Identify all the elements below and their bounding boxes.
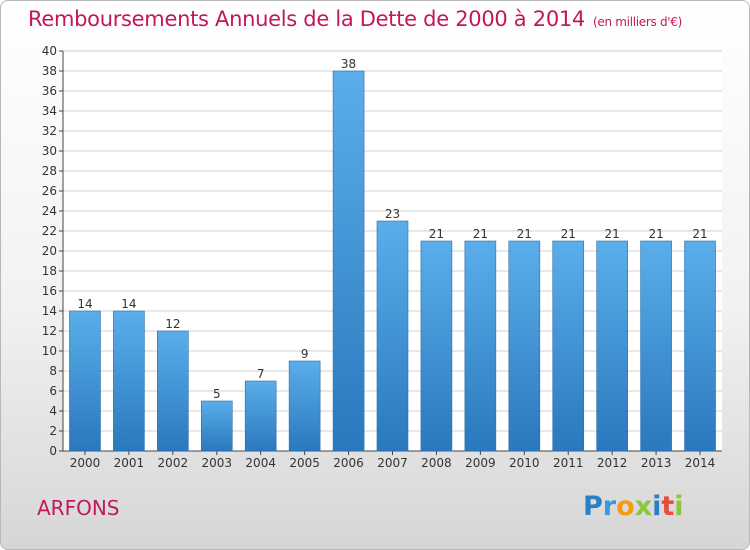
bar-2003 [200,400,233,452]
value-label-2004: 7 [257,367,265,381]
y-tick-label: 16 [42,284,57,298]
y-tick-label: 38 [42,64,57,78]
value-label-2009: 21 [473,227,488,241]
y-tick-label: 22 [42,224,57,238]
value-label-2005: 9 [301,347,309,361]
y-tick-label: 24 [42,204,57,218]
logo-letter: P [583,491,603,522]
y-tick-label: 2 [49,424,57,438]
y-tick-label: 30 [42,144,57,158]
y-tick-label: 32 [42,124,57,138]
value-label-2010: 21 [517,227,532,241]
x-tick-label-2002: 2002 [158,456,189,470]
x-tick-label-2004: 2004 [245,456,276,470]
bars [69,70,716,452]
value-label-2003: 5 [213,387,221,401]
chart-unit: (en milliers d'€) [593,15,683,29]
bar-2008 [420,240,453,452]
x-tick-label-2007: 2007 [377,456,408,470]
commune-name: ARFONS [37,496,120,520]
value-label-2011: 21 [561,227,576,241]
bar-2000 [69,310,101,452]
value-label-2006: 38 [341,57,356,71]
bar-2007 [376,220,409,452]
value-label-2012: 21 [605,227,620,241]
bar-2013 [640,240,672,452]
x-tick-label-2001: 2001 [114,456,145,470]
bar-2011 [552,240,585,452]
value-label-2001: 14 [121,297,136,311]
y-tick-label: 4 [49,404,57,418]
x-tick-labels: 2000 2001 2002 2003 2004 2005 2006 2007 2008 2009… [70,456,716,470]
x-tick-label-2000: 2000 [70,456,101,470]
bar-2009 [464,240,497,452]
x-tick-label-2003: 2003 [201,456,232,470]
y-tick-label: 6 [49,384,57,398]
logo-letter: o [616,491,635,522]
y-tick-label: 12 [42,324,57,338]
y-tick-label: 26 [42,184,57,198]
y-tick-label: 36 [42,84,57,98]
value-label-2000: 14 [77,297,92,311]
x-tick-label-2005: 2005 [289,456,320,470]
y-tick-label: 8 [49,364,57,378]
x-tick-label-2014: 2014 [685,456,716,470]
bar-2006 [332,70,365,452]
logo-letter: r [602,491,617,522]
x-tick-label-2012: 2012 [597,456,628,470]
logo-letter: t [661,491,675,522]
bar-2001 [113,310,145,452]
x-tick-label-2008: 2008 [421,456,452,470]
proxiti-logo: Proxiti [583,491,684,522]
value-label-2007: 23 [385,207,400,221]
x-tick-label-2013: 2013 [641,456,672,470]
bar-2010 [508,240,541,452]
y-tick-label: 14 [42,304,57,318]
x-tick-label-2010: 2010 [509,456,540,470]
y-tick-label: 28 [42,164,57,178]
x-tick-label-2009: 2009 [465,456,496,470]
y-tick-label: 0 [49,444,57,458]
value-label-2013: 21 [648,227,663,241]
bar-2005 [288,360,321,452]
value-label-2014: 21 [692,227,707,241]
y-tick-label: 40 [42,44,57,58]
value-label-2008: 21 [429,227,444,241]
bar-2004 [244,380,277,452]
y-tick-label: 34 [42,104,57,118]
logo-letter: i [652,491,662,522]
logo-letter: x [634,491,653,522]
bar-2002 [157,330,189,452]
y-tick-label: 10 [42,344,57,358]
y-tick-label: 20 [42,244,57,258]
bar-2012 [596,240,628,452]
logo-letter: i [674,491,684,522]
value-label-2002: 12 [165,317,180,331]
bar-2014 [684,240,716,452]
x-tick-label-2006: 2006 [333,456,364,470]
value-labels: 14 14 12 5 7 9 38 23 21 21 21 21 21 21 21 [77,57,707,401]
y-tick-label: 18 [42,264,57,278]
chart-title: Remboursements Annuels de la Dette de 20… [28,7,682,31]
chart-title-text: Remboursements Annuels de la Dette de 20… [28,7,585,31]
x-tick-label-2011: 2011 [553,456,584,470]
